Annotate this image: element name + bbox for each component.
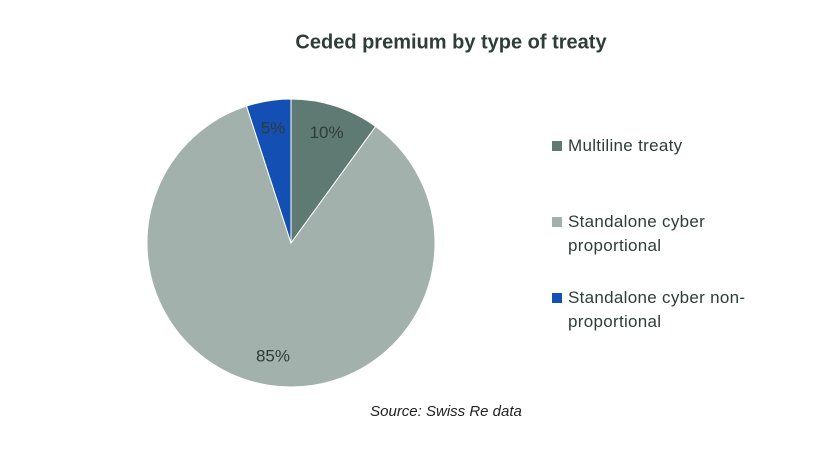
legend-label: Standalone cyber non-proportional	[568, 288, 746, 331]
chart-title: Ceded premium by type of treaty	[295, 31, 607, 53]
legend-label: Multiline treaty	[568, 136, 683, 155]
legend-swatch	[552, 217, 562, 227]
legend-label: Standalone cyber proportional	[568, 212, 706, 255]
pie-slice	[245, 98, 292, 244]
source-note: Source: Swiss Re data	[370, 403, 522, 420]
legend-item: Standalone cyber proportional	[552, 210, 783, 258]
legend-swatch	[552, 141, 562, 151]
data-label: 85%	[256, 346, 290, 365]
pie-slice	[290, 98, 377, 245]
data-label: 5%	[261, 119, 286, 138]
legend-item: Standalone cyber non-proportional	[552, 286, 783, 334]
pie-slice	[146, 105, 436, 388]
legend-item: Multiline treaty	[552, 134, 783, 158]
legend-swatch	[552, 293, 562, 303]
data-label: 10%	[310, 123, 344, 142]
